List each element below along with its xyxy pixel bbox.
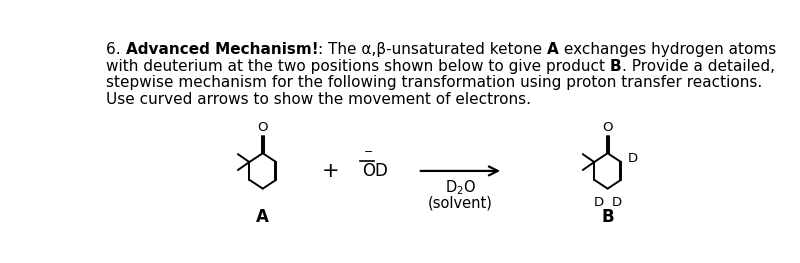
Text: D: D bbox=[628, 153, 638, 165]
Text: B: B bbox=[602, 208, 614, 226]
Text: with deuterium at the two positions shown below to give product: with deuterium at the two positions show… bbox=[106, 58, 610, 74]
Text: +: + bbox=[322, 161, 340, 181]
Text: D: D bbox=[611, 196, 622, 209]
Text: exchanges hydrogen atoms: exchanges hydrogen atoms bbox=[559, 42, 776, 57]
Text: D: D bbox=[594, 196, 604, 209]
Text: $\mathregular{D_2O}$: $\mathregular{D_2O}$ bbox=[445, 179, 476, 197]
Text: . Provide a detailed,: . Provide a detailed, bbox=[622, 58, 774, 74]
Text: stepwise mechanism for the following transformation using proton transfer reacti: stepwise mechanism for the following tra… bbox=[106, 75, 762, 90]
Text: : The α,β-unsaturated ketone: : The α,β-unsaturated ketone bbox=[318, 42, 547, 57]
Text: B: B bbox=[610, 58, 622, 74]
Text: Advanced Mechanism!: Advanced Mechanism! bbox=[126, 42, 318, 57]
Text: O: O bbox=[258, 121, 268, 134]
Text: O: O bbox=[602, 121, 613, 134]
Text: A: A bbox=[256, 208, 269, 226]
Text: A: A bbox=[547, 42, 559, 57]
Text: (solvent): (solvent) bbox=[428, 196, 493, 211]
Text: −: − bbox=[363, 148, 373, 158]
Text: OD: OD bbox=[362, 162, 388, 180]
Text: Use curved arrows to show the movement of electrons.: Use curved arrows to show the movement o… bbox=[106, 92, 531, 107]
Text: 6.: 6. bbox=[106, 42, 126, 57]
